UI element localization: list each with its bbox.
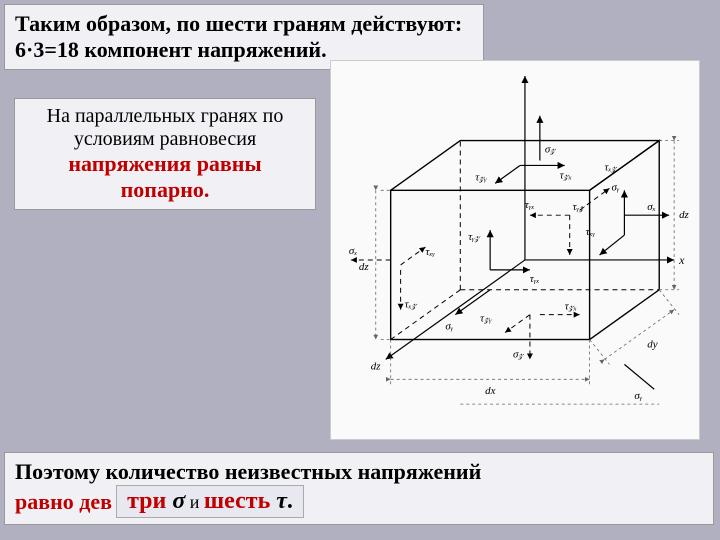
dim-dz: dz	[679, 209, 689, 221]
svg-text:τₓᵧ: τₓᵧ	[586, 226, 596, 238]
svg-text:τₓ𝓏: τₓ𝓏	[405, 299, 418, 311]
svg-text:σ𝓏: σ𝓏	[545, 144, 556, 156]
conclusion-highlight: три σ и шесть τ.	[116, 485, 304, 518]
stress-cube-diagram: x σₓ τₓ𝓏 τₓᵧ σ𝓏 τ𝓏ₓ τ𝓏ᵧ σᵧ τᵧₓ	[330, 60, 700, 440]
svg-text:τᵧ𝓏: τᵧ𝓏	[573, 201, 585, 213]
svg-text:τₓᵧ: τₓᵧ	[425, 246, 435, 258]
svg-text:τ𝓏ₓ: τ𝓏ₓ	[565, 301, 577, 313]
svg-text:τ𝓏ᵧ: τ𝓏ᵧ	[480, 313, 492, 325]
equilibrium-line2: напряжения равны попарно.	[25, 151, 305, 203]
svg-text:τₓ𝓏: τₓ𝓏	[605, 161, 618, 173]
svg-text:σᵧ: σᵧ	[445, 321, 453, 333]
dim-dz2: dz	[371, 360, 381, 372]
equilibrium-box: На параллельных гранях по условиям равно…	[14, 98, 316, 210]
svg-text:σₓ: σₓ	[349, 245, 358, 257]
dim-dx: dx	[485, 385, 495, 397]
svg-text:τ𝓏ₓ: τ𝓏ₓ	[560, 169, 572, 181]
svg-text:τᵧₓ: τᵧₓ	[525, 199, 535, 211]
equilibrium-line1: На параллельных гранях по условиям равно…	[25, 105, 305, 151]
dim-dy: dy	[647, 338, 657, 350]
conclusion-line1: Поэтому количество неизвестных напряжени…	[15, 459, 703, 485]
svg-text:σ𝓏: σ𝓏	[513, 348, 524, 360]
svg-text:dz: dz	[359, 261, 369, 273]
svg-text:σᵧ: σᵧ	[634, 390, 642, 402]
conclusion-prefix: равно дев	[15, 489, 112, 515]
heading-line1: Таким образом, по шести граням действуют…	[15, 11, 473, 37]
svg-text:τᵧₓ: τᵧₓ	[530, 273, 540, 285]
svg-text:σᵧ: σᵧ	[611, 181, 619, 193]
axis-x-label: x	[678, 253, 685, 267]
svg-text:τᵧ𝓏: τᵧ𝓏	[468, 231, 480, 243]
conclusion-box: Поэтому количество неизвестных напряжени…	[4, 452, 714, 525]
svg-text:σₓ: σₓ	[647, 201, 656, 213]
svg-text:τ𝓏ᵧ: τ𝓏ᵧ	[475, 171, 487, 183]
